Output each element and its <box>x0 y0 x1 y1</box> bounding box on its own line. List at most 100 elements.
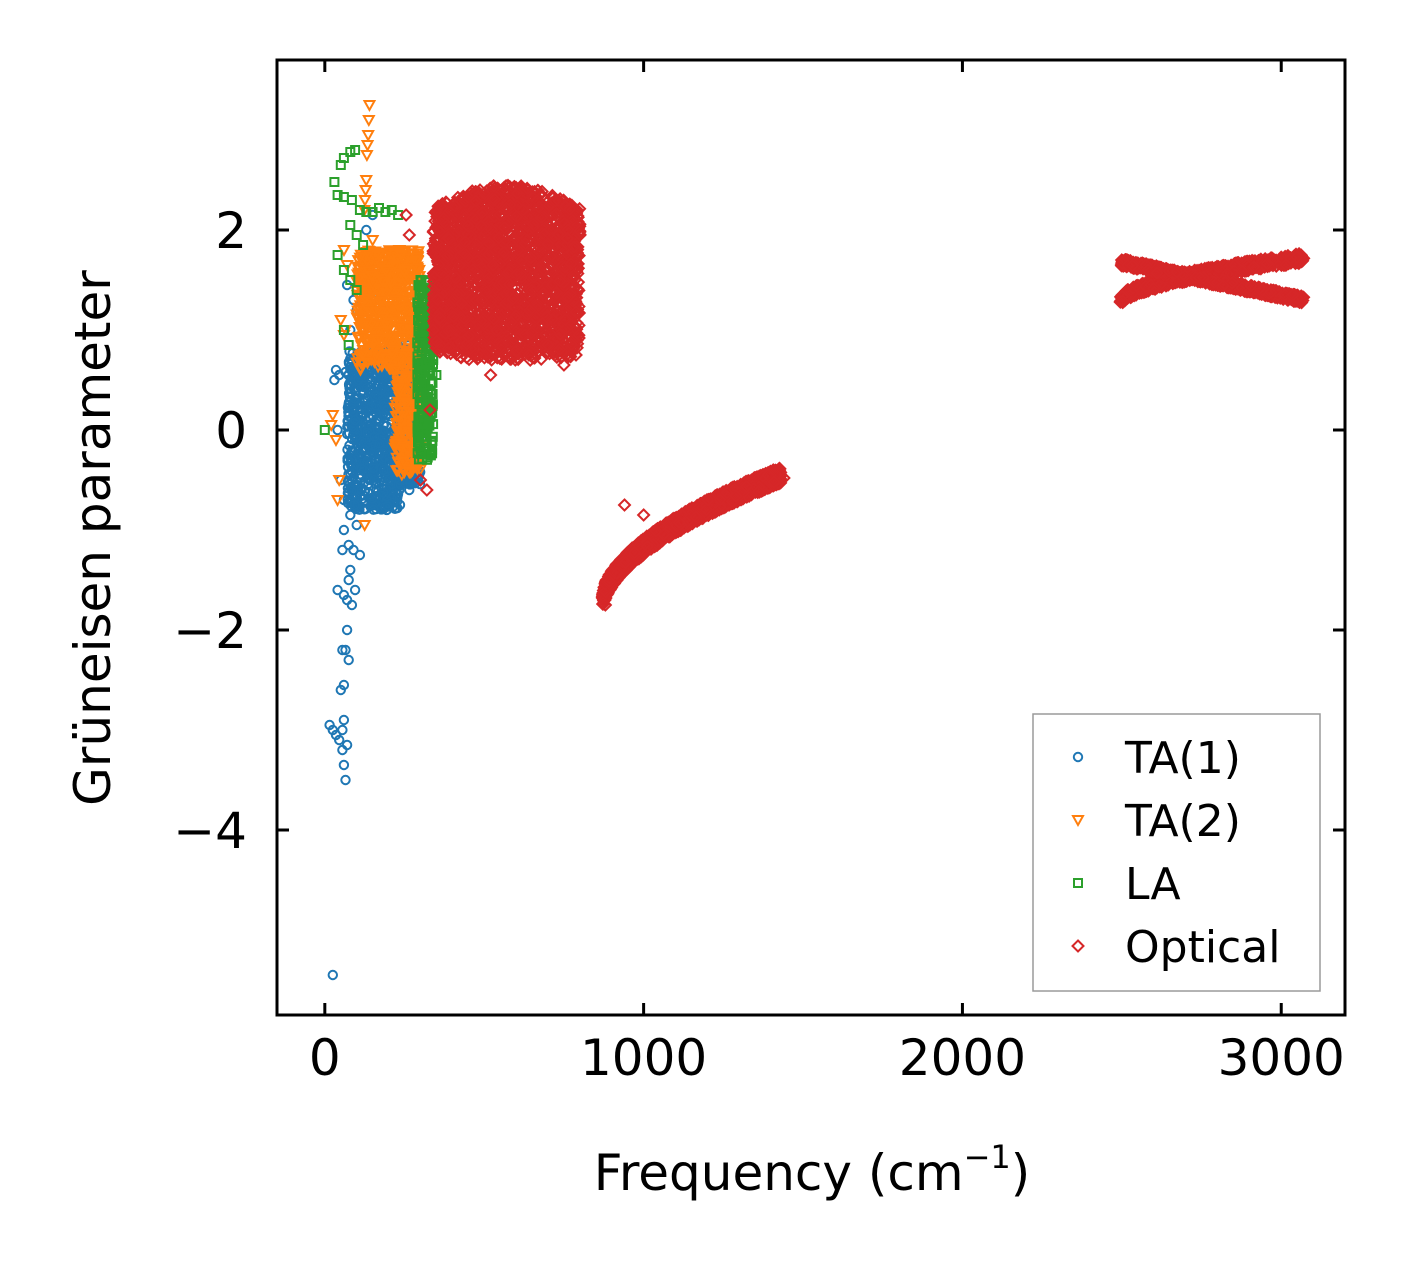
data-point <box>351 230 362 240</box>
marker <box>378 334 393 348</box>
marker <box>349 393 360 404</box>
data-point <box>360 140 375 153</box>
marker <box>402 286 417 299</box>
data-point <box>428 355 439 365</box>
marker <box>366 499 378 510</box>
data-point <box>343 340 354 350</box>
marker <box>426 446 437 457</box>
marker <box>400 263 414 276</box>
marker <box>361 304 376 317</box>
marker <box>397 456 411 469</box>
marker <box>377 373 388 384</box>
marker <box>343 388 355 399</box>
data-point <box>346 454 358 466</box>
marker <box>409 255 423 268</box>
marker <box>393 403 408 416</box>
marker <box>410 263 424 276</box>
marker <box>349 499 360 511</box>
marker <box>375 360 389 373</box>
data-point <box>341 739 353 751</box>
marker <box>414 307 425 318</box>
data-point <box>362 100 377 113</box>
marker <box>389 465 404 478</box>
marker <box>368 504 379 515</box>
data-point <box>332 475 346 488</box>
marker <box>391 320 405 333</box>
series-optical <box>399 178 1311 612</box>
marker <box>356 463 367 475</box>
data-point <box>358 240 369 250</box>
marker <box>388 295 402 308</box>
marker <box>374 438 385 449</box>
data-point <box>358 195 372 208</box>
marker <box>366 493 378 504</box>
data-point <box>337 330 351 343</box>
data-point <box>332 584 343 596</box>
marker <box>393 384 408 397</box>
data-point <box>351 285 362 295</box>
data-point <box>334 315 348 328</box>
marker <box>415 366 426 377</box>
marker <box>399 345 413 358</box>
marker <box>400 444 415 457</box>
data-point <box>337 544 348 556</box>
marker <box>385 345 400 358</box>
data-point <box>337 724 348 736</box>
marker <box>353 363 368 376</box>
data-point <box>380 207 391 217</box>
marker <box>399 371 413 384</box>
data-point <box>338 524 350 536</box>
marker <box>416 449 427 460</box>
data-point <box>326 410 340 423</box>
data-point <box>362 115 376 128</box>
marker <box>380 374 392 385</box>
marker <box>414 433 425 444</box>
marker <box>342 454 354 465</box>
marker <box>419 419 430 430</box>
data-point <box>350 145 361 155</box>
marker <box>404 324 418 337</box>
marker <box>392 286 406 299</box>
data-point <box>340 644 351 656</box>
data-point <box>359 444 370 456</box>
data-point <box>345 220 356 230</box>
data-point <box>361 207 372 217</box>
data-point <box>319 425 330 435</box>
marker <box>373 296 387 309</box>
marker <box>406 249 420 262</box>
data-point <box>340 774 351 786</box>
data-point <box>345 509 356 521</box>
marker <box>403 383 417 396</box>
data-point <box>393 210 404 220</box>
data-point <box>354 549 366 561</box>
marker <box>394 351 408 364</box>
data-point <box>349 414 361 426</box>
marker <box>351 485 362 496</box>
marker <box>355 469 366 480</box>
marker <box>382 501 393 512</box>
data-point <box>358 185 373 198</box>
marker <box>351 262 366 275</box>
data-point <box>378 464 389 476</box>
marker <box>372 306 386 319</box>
marker <box>379 353 394 366</box>
data-point <box>365 235 380 248</box>
data-point <box>346 599 358 611</box>
data-point <box>338 265 349 275</box>
marker <box>388 364 403 377</box>
data-point <box>343 574 354 586</box>
marker <box>386 335 400 348</box>
data-point <box>381 404 393 416</box>
data-point <box>346 195 357 205</box>
marker <box>386 349 400 362</box>
marker <box>388 438 403 451</box>
data-point <box>362 394 374 406</box>
marker <box>391 383 405 396</box>
data-point <box>369 474 380 486</box>
marker <box>346 445 357 456</box>
marker <box>360 317 374 330</box>
data-point <box>375 384 386 396</box>
marker <box>373 319 387 332</box>
data-point <box>341 624 353 636</box>
